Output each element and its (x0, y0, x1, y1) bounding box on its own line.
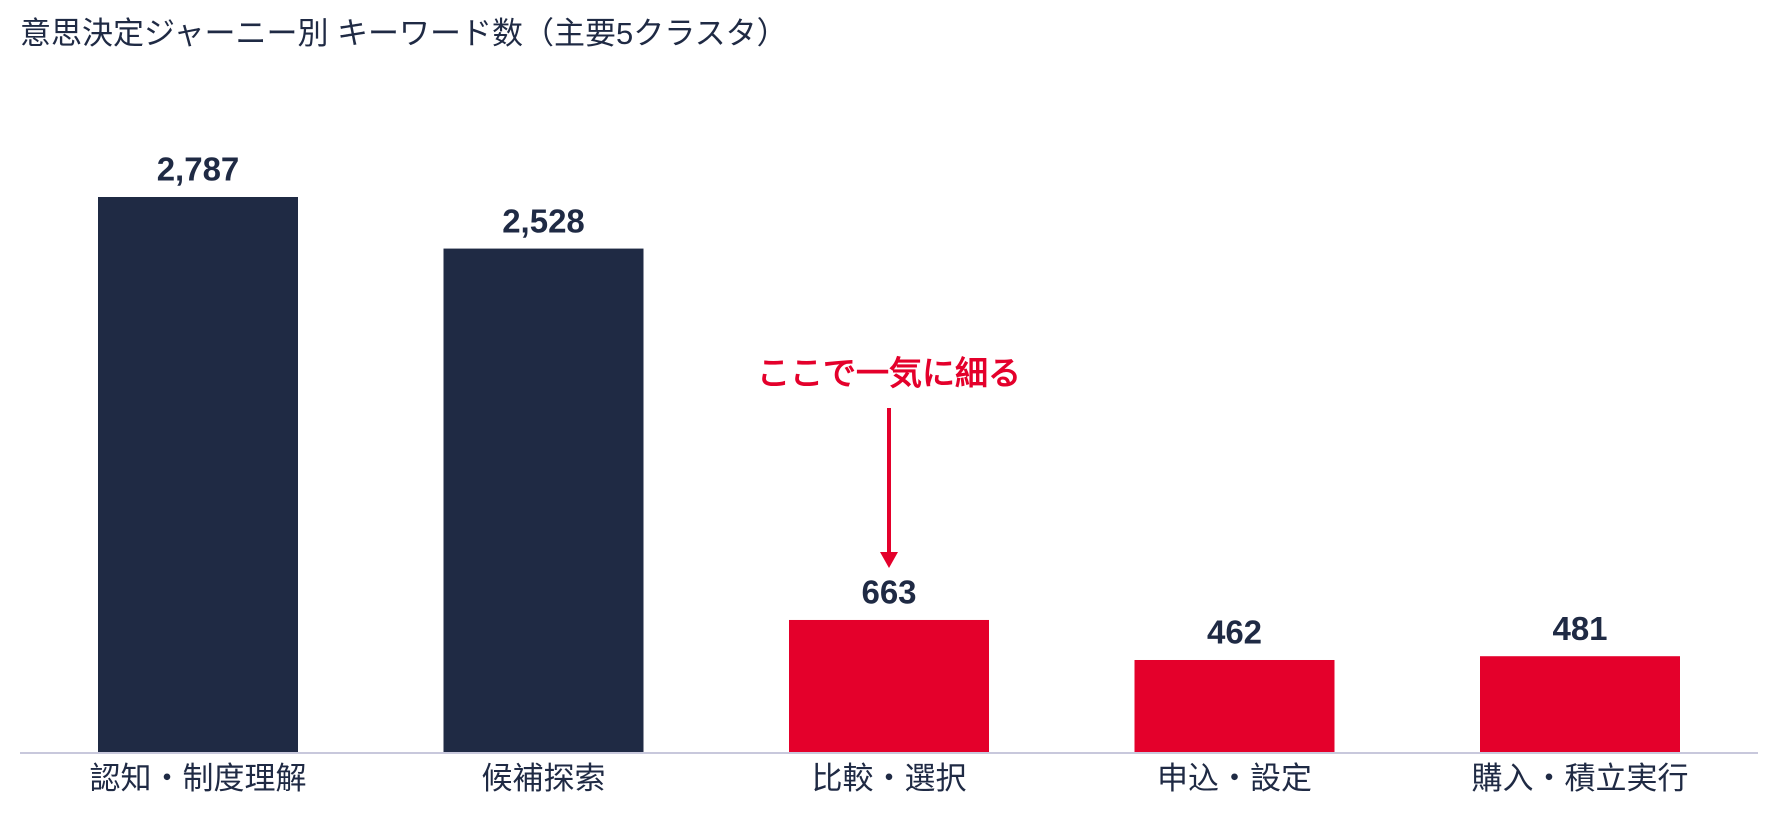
bar (1480, 656, 1680, 752)
value-label: 663 (861, 574, 916, 611)
annotation: ここで一気に細る (757, 355, 1021, 392)
x-tick-label: 比較・選択 (812, 761, 967, 796)
bar (789, 619, 989, 752)
x-tick-label: 候補探索 (482, 761, 606, 796)
bar (98, 197, 298, 752)
x-tick-label: 購入・積立実行 (1472, 761, 1689, 796)
x-tick-label: 申込・設定 (1157, 761, 1312, 796)
annotation-arrowhead (880, 552, 898, 568)
value-label: 462 (1207, 614, 1262, 651)
value-label: 2,528 (502, 202, 585, 239)
value-label: 481 (1552, 610, 1607, 647)
bar (1134, 659, 1335, 752)
value-label: 2,787 (157, 151, 240, 188)
x-tick-label: 認知・制度理解 (90, 761, 307, 796)
bar (443, 248, 644, 752)
chart-title: 意思決定ジャーニー別 キーワード数（主要5クラスタ） (20, 16, 788, 51)
